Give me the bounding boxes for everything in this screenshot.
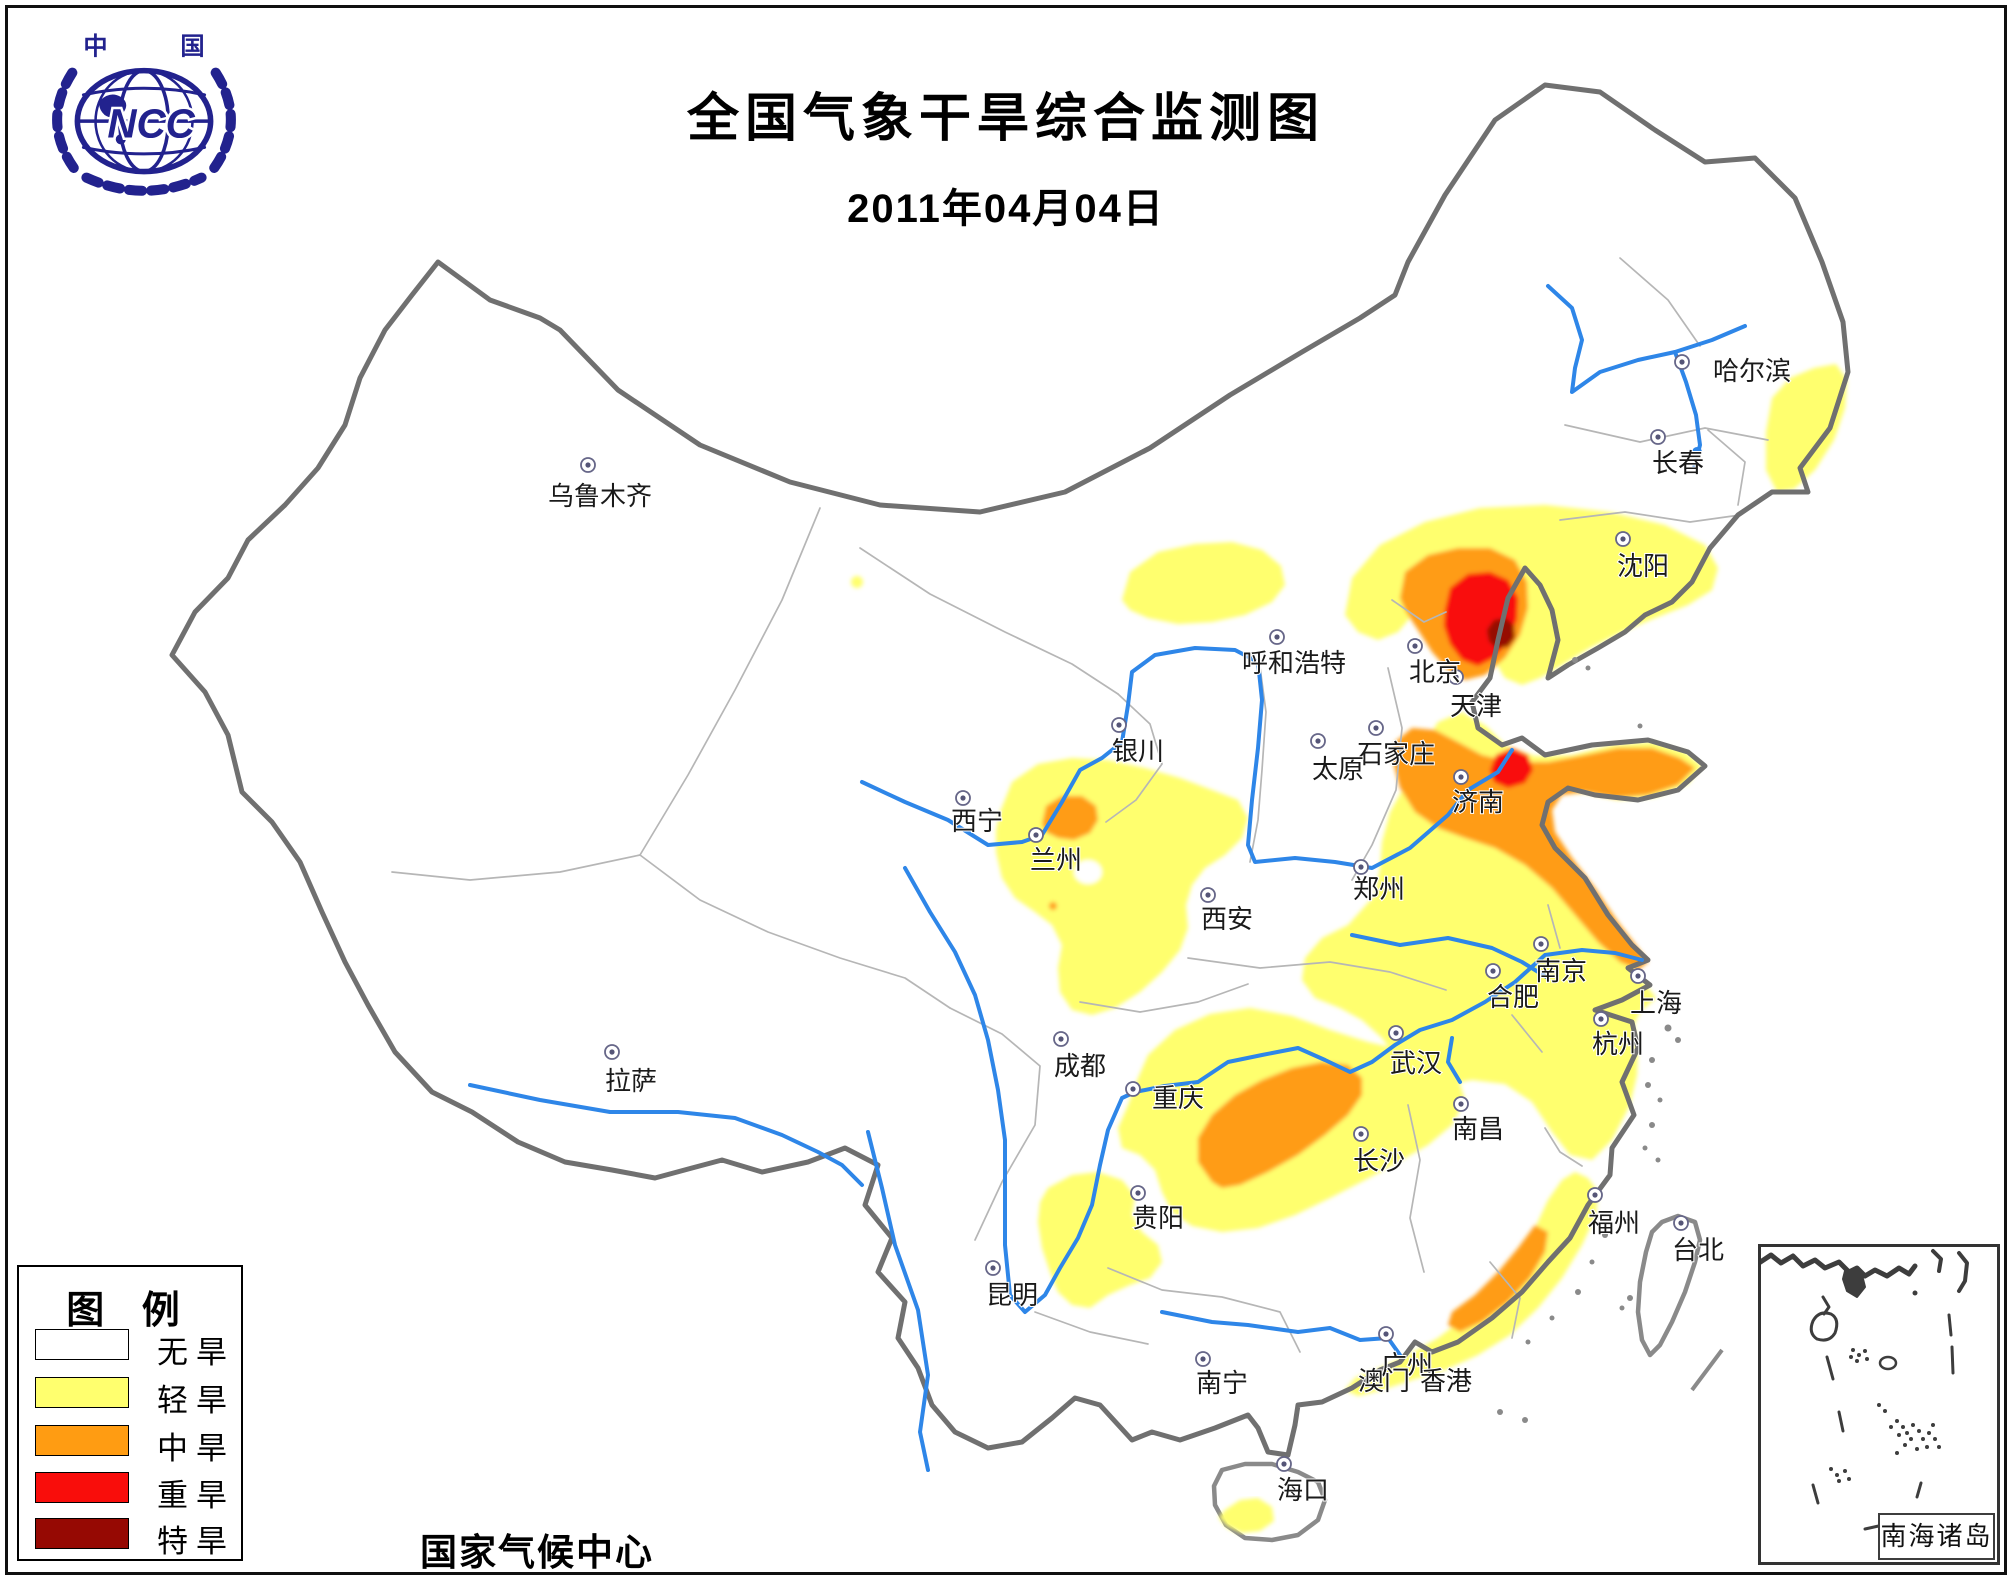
city-label-beijing: 北京 [1409,658,1461,687]
cities: 乌鲁木齐 哈尔滨 长春 沈阳 呼和浩特 北京 天津 银川 石家庄 太原 济南 西… [547,354,1792,1506]
drought-light-northwest [996,758,1248,1015]
city-label-changchun: 长春 [1652,449,1704,478]
inset-islands [1829,1290,1941,1483]
drought-light-northeast [1766,364,1847,492]
national-border [169,82,1851,1458]
inset-taiwan [1931,1249,1969,1293]
laurel-left-icon [52,67,82,177]
drought-moderate-hunan [1198,1062,1362,1188]
laurel-right-icon [206,67,236,177]
drought-light-east-china [1302,712,1702,1160]
coastal-islets [1497,657,1681,1423]
logo-acronym: NCC [107,100,195,146]
inset-dash-line [1811,1313,1955,1531]
taiwan-island [1635,1213,1703,1358]
drought-light-guizhou [1038,1172,1162,1308]
city-label-urumqi: 乌鲁木齐 [548,482,652,511]
legend-label-none: 无旱 [157,1335,235,1370]
map-date: 2011年04月04日 [847,187,1165,231]
city-label-xian: 西安 [1201,905,1253,934]
south-china-sea-inset: 南海诸岛 [1756,1244,2000,1565]
city-label-chengdu: 成都 [1054,1052,1106,1081]
ncc-logo: 中 国 NCC [52,33,236,196]
city-label-hongkong: 香港 [1420,1367,1472,1396]
laurel-bottom-icon [81,172,207,196]
inset-label-box: 南海诸岛 [1878,1513,1995,1560]
city-label-fuzhou: 福州 [1588,1209,1640,1238]
drought-moderate-lanzhou [1042,796,1098,840]
hainan-drought-light [1219,1498,1274,1533]
continent-icon [99,94,127,118]
city-label-lanzhou: 兰州 [1030,846,1082,875]
legend-label-severe: 重旱 [157,1478,235,1513]
drought-light-north [1345,505,1718,685]
city-label-guiyang: 贵阳 [1132,1204,1184,1233]
city-marker-dots [585,359,1685,1467]
legend-swatch-light [35,1377,129,1408]
city-labels: 乌鲁木齐 哈尔滨 长春 沈阳 呼和浩特 北京 天津 银川 石家庄 太原 济南 西… [547,356,1792,1506]
bashi-channel-line [1690,1348,1724,1392]
inset-coastline [1756,1252,1918,1279]
city-label-tianjin: 天津 [1450,692,1502,721]
drought-moderate-speck [1049,902,1057,910]
credit-text: 国家气候中心 [420,1532,654,1573]
legend-swatch-moderate [35,1425,129,1456]
page-title: 全国气象干旱综合监测图 [686,90,1325,148]
city-label-wuhan: 武汉 [1390,1049,1442,1078]
city-label-changsha: 长沙 [1353,1147,1405,1176]
city-label-nanchang: 南昌 [1452,1115,1504,1144]
legend-swatch-none [35,1329,129,1360]
drought-none-hole [1074,860,1102,884]
city-label-shanghai: 上海 [1630,989,1682,1018]
city-label-hefei: 合肥 [1487,983,1539,1012]
city-label-zhengzhou: 郑州 [1353,875,1405,904]
drought-shading-layer [851,364,1847,1535]
inset-label: 南海诸岛 [1880,1522,1993,1551]
inset-hainan [1809,1311,1839,1342]
legend-swatch-extreme [35,1518,129,1549]
city-label-shenyang: 沈阳 [1617,552,1669,581]
city-label-chongqing: 重庆 [1152,1084,1204,1113]
city-label-kunming: 昆明 [986,1281,1038,1310]
city-label-jinan: 济南 [1452,788,1504,817]
drought-light-inner-mongolia [1122,542,1285,624]
city-label-xining: 西宁 [951,807,1003,836]
inset-map [1756,1249,1969,1531]
city-label-macau: 澳门 [1358,1367,1410,1396]
legend-label-extreme: 特旱 [157,1524,235,1559]
city-label-harbin: 哈尔滨 [1713,357,1791,386]
city-label-shijiazhuang: 石家庄 [1357,740,1435,769]
city-label-taipei: 台北 [1672,1236,1724,1265]
province-boundaries [391,257,1769,1353]
legend: 图 例 无旱 轻旱 中旱 重旱 特旱 [17,1265,243,1561]
city-label-lhasa: 拉萨 [605,1067,657,1096]
city-label-taiyuan: 太原 [1312,755,1364,784]
legend-label-light: 轻旱 [157,1383,235,1418]
city-label-hangzhou: 杭州 [1592,1030,1644,1059]
city-label-nanjing: 南京 [1535,957,1587,986]
drought-severe-jinan [1490,748,1533,788]
legend-label-moderate: 中旱 [157,1431,235,1466]
city-label-nanning: 南宁 [1196,1369,1248,1398]
legend-swatch-severe [35,1472,129,1503]
city-label-hohhot: 呼和浩特 [1242,649,1346,678]
logo-char-left: 中 [83,33,107,60]
city-label-guangzhou: 广州 [1381,1351,1433,1380]
city-label-yinchuan: 银川 [1112,737,1164,766]
drought-moderate-guangdong-coast [1448,1225,1548,1332]
legend-title: 图 例 [66,1290,194,1332]
city-label-haikou: 海口 [1277,1476,1329,1505]
drought-light-speck [851,576,863,588]
logo-char-right: 国 [180,33,204,60]
